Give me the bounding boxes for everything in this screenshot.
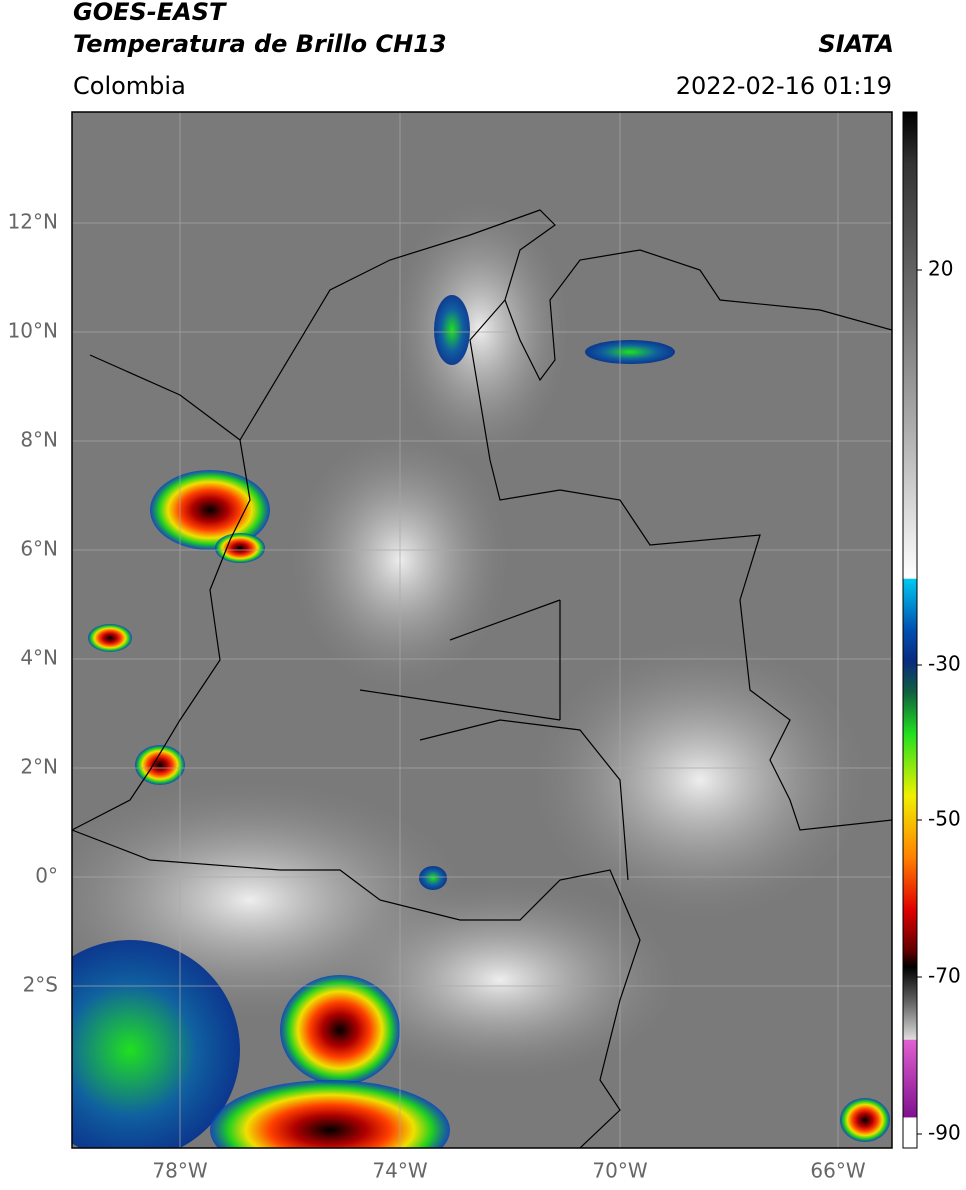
lon-label: 70°W	[592, 1159, 647, 1183]
map-frame	[71, 111, 893, 1149]
colorbar-label: -50	[928, 807, 961, 831]
lat-label: 4°N	[20, 646, 58, 670]
lon-labels: 78°W 74°W 70°W 66°W	[152, 1159, 865, 1183]
lat-label: 12°N	[8, 210, 58, 234]
lon-label: 74°W	[372, 1159, 427, 1183]
colorbar-ticks	[917, 269, 922, 1135]
lon-label: 78°W	[152, 1159, 207, 1183]
datetime: 2022-02-16 01:19	[675, 72, 892, 100]
colorbar-label: -90	[928, 1121, 961, 1145]
satellite-image	[72, 112, 892, 1148]
lat-label: 2°S	[23, 973, 58, 997]
source: SIATA	[818, 30, 894, 58]
colorbar-label: -30	[928, 652, 961, 676]
lat-label: 0°	[35, 864, 58, 888]
lat-label: 6°N	[20, 537, 58, 561]
product: Temperatura de Brillo CH13	[73, 30, 447, 58]
colorbar-label: -70	[928, 964, 961, 988]
region: Colombia	[73, 72, 186, 100]
lat-label: 8°N	[20, 428, 58, 452]
satellite: GOES-EAST	[73, 0, 226, 26]
lon-label: 66°W	[810, 1159, 865, 1183]
lat-label: 2°N	[20, 755, 58, 779]
colorbar-label: 20	[928, 257, 953, 281]
colorbar-labels: 20 -30 -50 -70 -90	[928, 257, 961, 1145]
lat-labels: 12°N 10°N 8°N 6°N 4°N 2°N 0° 2°S	[8, 210, 58, 997]
colorbar	[902, 111, 918, 1149]
lat-label: 10°N	[8, 319, 58, 343]
